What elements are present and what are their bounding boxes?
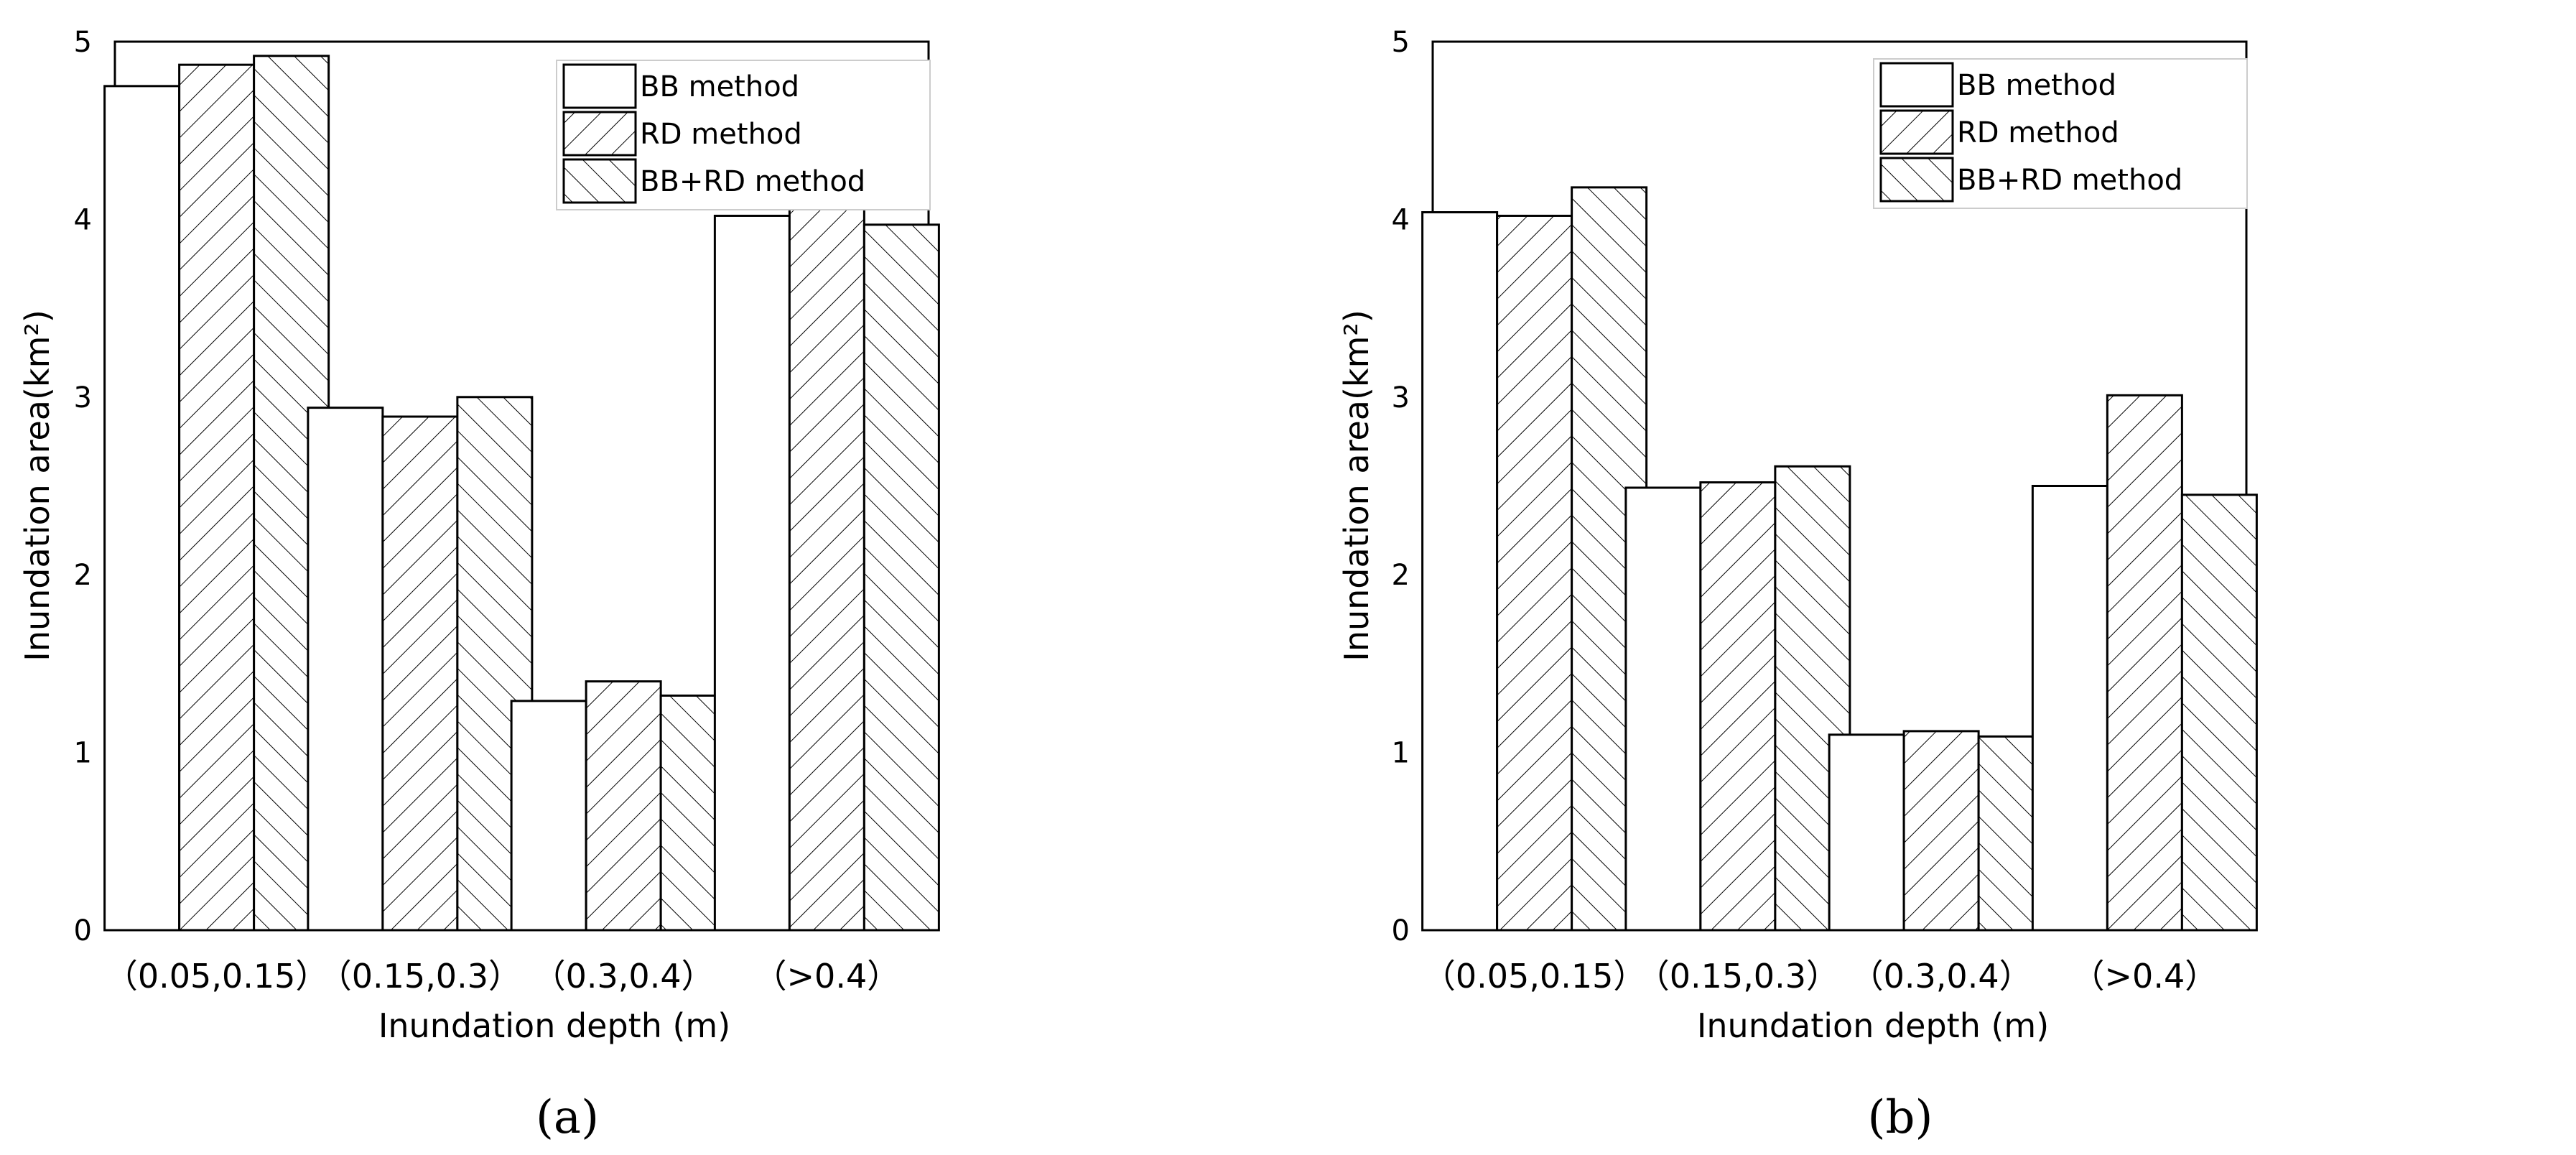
x-tick-label: （>0.4） bbox=[754, 957, 901, 996]
bar-rd-method-0 bbox=[178, 63, 256, 932]
legend-label: RD method bbox=[640, 118, 802, 151]
legend-swatch bbox=[1879, 109, 1954, 155]
y-tick-label: 1 bbox=[74, 737, 92, 770]
legend-label: BB method bbox=[640, 70, 799, 103]
x-tick-label: （0.15,0.3） bbox=[1637, 957, 1839, 996]
bar-bb-rd-method-3 bbox=[862, 223, 940, 932]
bar-bb-method-1 bbox=[307, 407, 384, 932]
legend-swatch bbox=[1879, 62, 1954, 108]
y-tick-label: 0 bbox=[1392, 914, 1410, 947]
x-axis-title: Inundation depth (m) bbox=[378, 1006, 730, 1045]
chart-panel-a: 0 1 2 3 4 5 （0.05,0.15）（0.15,0.3） （0.3,0.4） （>0… bbox=[18, 26, 940, 1144]
y-tick-label: 5 bbox=[74, 26, 92, 59]
legend-label: BB+RD method bbox=[1957, 164, 2182, 197]
bar-bb-method-3 bbox=[2031, 485, 2108, 932]
bar-bb-method-2 bbox=[1828, 733, 1905, 932]
x-axis: （0.05,0.15）（0.15,0.3） （0.3,0.4） （>0.4） bbox=[1423, 957, 2218, 996]
legend: BB method RD method BB+RD method bbox=[1873, 58, 2248, 209]
legend-swatch bbox=[562, 158, 637, 204]
x-tick-label: （0.3,0.4） bbox=[1851, 957, 2032, 996]
legend-swatch bbox=[562, 111, 637, 157]
bars bbox=[103, 55, 940, 932]
x-tick-label: （0.05,0.15） bbox=[105, 957, 328, 996]
x-tick-label: （0.15,0.3） bbox=[319, 957, 521, 996]
bar-bb-method-0 bbox=[103, 85, 181, 932]
x-tick-label: （>0.4） bbox=[2072, 957, 2218, 996]
x-tick-label: （0.05,0.15） bbox=[1423, 957, 1646, 996]
y-tick-label: 2 bbox=[1392, 559, 1410, 592]
chart-panel-b: 0 1 2 3 4 5 （0.05,0.15）（0.15,0.3） （0.3,0.4） （>0… bbox=[1337, 26, 2258, 1144]
legend-label: RD method bbox=[1957, 116, 2119, 149]
panel-label: (b) bbox=[1868, 1091, 1933, 1144]
bar-bb-rd-method-3 bbox=[2180, 493, 2258, 932]
bar-bb-method-0 bbox=[1421, 211, 1499, 932]
legend-label: BB+RD method bbox=[640, 165, 865, 198]
legend: BB method RD method BB+RD method bbox=[556, 60, 931, 210]
y-tick-label: 4 bbox=[74, 203, 92, 236]
legend-swatch bbox=[562, 63, 637, 109]
bar-bb-method-2 bbox=[510, 700, 587, 932]
bar-bb-method-1 bbox=[1624, 486, 1702, 932]
bar-bb-method-3 bbox=[713, 214, 791, 932]
y-axis-title: Inundation area(km²) bbox=[18, 310, 57, 662]
y-tick-label: 5 bbox=[1392, 26, 1410, 59]
bar-rd-method-3 bbox=[788, 104, 865, 932]
x-tick-label: （0.3,0.4） bbox=[533, 957, 715, 996]
bar-rd-method-3 bbox=[2106, 394, 2183, 932]
y-tick-label: 3 bbox=[1392, 381, 1410, 414]
bar-rd-method-1 bbox=[1699, 481, 1777, 932]
y-tick-label: 3 bbox=[74, 381, 92, 414]
bars bbox=[1421, 186, 2258, 932]
bar-rd-method-1 bbox=[381, 415, 459, 932]
bar-rd-method-2 bbox=[1902, 730, 1980, 932]
x-axis-title: Inundation depth (m) bbox=[1697, 1006, 2049, 1045]
legend-label: BB method bbox=[1957, 69, 2116, 102]
y-axis-title: Inundation area(km²) bbox=[1337, 310, 1376, 662]
x-axis: （0.05,0.15）（0.15,0.3） （0.3,0.4） （>0.4） bbox=[105, 957, 900, 996]
y-tick-label: 0 bbox=[74, 914, 92, 947]
y-tick-label: 4 bbox=[1392, 203, 1410, 236]
legend-swatch bbox=[1879, 157, 1954, 203]
y-tick-label: 1 bbox=[1392, 737, 1410, 770]
bar-rd-method-0 bbox=[1496, 214, 1573, 932]
bar-rd-method-2 bbox=[585, 680, 662, 932]
panel-label: (a) bbox=[536, 1091, 599, 1144]
y-tick-label: 2 bbox=[74, 559, 92, 592]
